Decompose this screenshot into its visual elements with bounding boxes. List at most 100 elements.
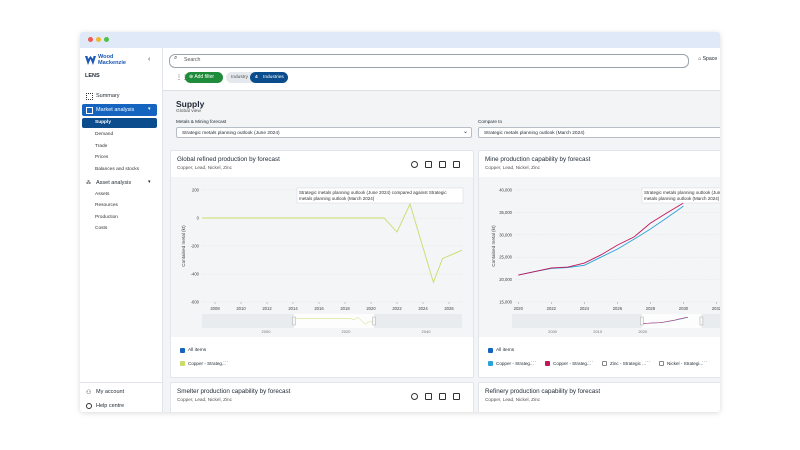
- legend-menu[interactable]: ···: [223, 359, 228, 365]
- legend-menu[interactable]: ···: [531, 359, 536, 365]
- expand-icon[interactable]: [453, 161, 460, 168]
- add-filter-label[interactable]: ⊕ Add filter: [189, 74, 215, 80]
- y-tick-label: 0: [197, 216, 200, 221]
- subnav-item[interactable]: Trade: [95, 144, 108, 149]
- add-filter-text[interactable]: Add filter: [194, 74, 215, 80]
- navigator-tick-label: 2040: [422, 329, 432, 334]
- spaces-button[interactable]: ⌂ Space: [698, 56, 717, 62]
- summary-icon: [86, 93, 93, 100]
- y-tick-label: 25,000: [499, 255, 512, 260]
- navigator-handle[interactable]: [699, 316, 704, 326]
- y-axis-label: Contained metal (kt): [491, 225, 496, 267]
- x-tick-label: 2024: [580, 306, 590, 311]
- legend-label: Copper - Strateg...: [188, 361, 226, 366]
- nav-item[interactable]: Summary: [96, 93, 120, 99]
- legend-label: Copper - Strateg...: [553, 361, 591, 366]
- x-tick-label: 2018: [340, 306, 350, 311]
- page-title: Supply: [176, 99, 205, 109]
- legend-menu[interactable]: ···: [645, 359, 650, 365]
- settings-icon[interactable]: [411, 161, 418, 168]
- navigator-handle[interactable]: [292, 316, 296, 326]
- tooltip-line: metals planning outlook (March 2024): [644, 196, 720, 201]
- subnav-item[interactable]: Prices: [95, 155, 109, 160]
- search-placeholder[interactable]: Search: [184, 57, 201, 63]
- x-tick-label: 2014: [288, 306, 298, 311]
- selector-label: Metals & Mining forecast: [176, 119, 227, 124]
- legend-checkbox[interactable]: [659, 361, 664, 366]
- legend-menu[interactable]: ···: [702, 359, 707, 365]
- main: ⌕ Search ⌂ Space ⋮⋮ ⊕ Add filter Industr…: [163, 48, 720, 412]
- element: [85, 56, 96, 65]
- subnav-item[interactable]: Resources: [95, 203, 118, 208]
- download-icon[interactable]: [439, 393, 446, 400]
- navigator-tick-label: 2000: [548, 329, 558, 334]
- nav-active-bg[interactable]: [82, 104, 157, 116]
- y-tick-label: 15,000: [499, 300, 512, 305]
- nav-item[interactable]: Asset analysis: [96, 180, 132, 186]
- settings-icon[interactable]: [411, 393, 418, 400]
- close-dot[interactable]: [88, 37, 93, 42]
- minimize-dot[interactable]: [96, 37, 101, 42]
- legend-all: All items: [188, 348, 207, 353]
- legend-checkbox[interactable]: [180, 361, 185, 366]
- subnav-item[interactable]: Production: [95, 215, 118, 220]
- table-icon[interactable]: [425, 393, 432, 400]
- tooltip-line: metals planning outlook (March 2024): [299, 196, 375, 201]
- add-filter-button[interactable]: [185, 72, 223, 83]
- subnav-item[interactable]: Costs: [95, 226, 108, 231]
- grid-icon[interactable]: ⋮⋮: [176, 75, 188, 81]
- help-icon: [86, 403, 92, 409]
- download-icon[interactable]: [439, 161, 446, 168]
- subnav-item[interactable]: Assets: [95, 192, 110, 197]
- nav-item[interactable]: Market analysis: [96, 107, 135, 113]
- x-tick-label: 2032: [712, 306, 720, 311]
- panel-title: Mine production capability by forecast: [485, 156, 591, 163]
- subnav-item[interactable]: Supply: [95, 120, 111, 125]
- line-chart: Contained metal (kt) 40,000 35,000 30,000 25…: [479, 177, 720, 337]
- navigator-handle[interactable]: [640, 316, 644, 326]
- asset-icon: ⁂: [86, 180, 91, 186]
- filter-value[interactable]: Industries: [263, 75, 284, 80]
- chart-panel: Mine production capability by forecast Co…: [478, 150, 720, 378]
- panel-subtitle: Copper, Lead, Nickel, Zinc: [485, 397, 540, 402]
- table-icon[interactable]: [425, 161, 432, 168]
- search-box[interactable]: [169, 54, 689, 68]
- subnav-item[interactable]: Demand: [95, 132, 114, 137]
- legend-all: All items: [496, 348, 515, 353]
- subnav-active-bg[interactable]: [82, 118, 157, 128]
- legend-menu[interactable]: ···: [588, 359, 593, 365]
- navigator-handle[interactable]: [372, 316, 376, 326]
- filter-label[interactable]: Industry: [231, 75, 249, 80]
- spaces-label[interactable]: Space: [702, 56, 718, 62]
- y-tick-label: 40,000: [499, 188, 512, 193]
- legend-checkbox[interactable]: [602, 361, 607, 366]
- expand-caret: ▾: [148, 106, 151, 112]
- legend-checkbox[interactable]: [488, 361, 493, 366]
- nav-item[interactable]: Help centre: [96, 403, 125, 409]
- collapse-button[interactable]: ‹: [148, 56, 151, 63]
- panel-title: Global refined production by forecast: [177, 156, 280, 163]
- y-tick-label: -200: [191, 244, 200, 249]
- subnav-item[interactable]: Balances and stocks: [95, 167, 139, 172]
- account-icon: ⚇: [86, 390, 92, 396]
- navigator-line: [642, 316, 688, 324]
- nav-item[interactable]: My account: [96, 389, 125, 395]
- all-checkbox[interactable]: [180, 348, 185, 353]
- x-tick-label: 2024: [418, 306, 428, 311]
- maximize-dot[interactable]: [104, 37, 109, 42]
- selector[interactable]: Strategic metals planning outlook (June …: [176, 127, 472, 138]
- expand-icon[interactable]: [453, 393, 460, 400]
- x-tick-label: 2022: [392, 306, 402, 311]
- filter-value-chip[interactable]: [250, 72, 288, 83]
- chart-panel: Refinery production capability by foreca…: [478, 382, 720, 412]
- filter-count[interactable]: 4: [255, 75, 258, 80]
- selector[interactable]: Strategic metals planning outlook (March…: [478, 127, 720, 138]
- legend-checkbox[interactable]: [545, 361, 550, 366]
- tooltip-line: Strategic metals planning outlook (June …: [644, 190, 720, 195]
- x-tick-label: 2028: [646, 306, 656, 311]
- selector-caret[interactable]: ⌄: [463, 129, 469, 135]
- chart-panel: Global refined production by forecast Cop…: [170, 150, 474, 378]
- all-checkbox[interactable]: [488, 348, 493, 353]
- x-tick-label: 2020: [514, 306, 524, 311]
